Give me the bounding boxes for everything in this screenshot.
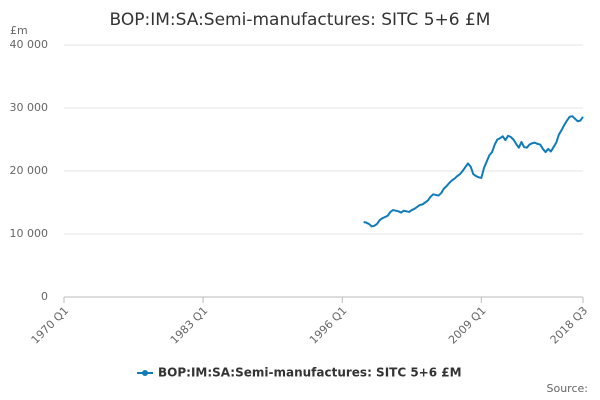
y-tick-label: 20 000 bbox=[10, 164, 49, 177]
chart-title: BOP:IM:SA:Semi-manufactures: SITC 5+6 £M bbox=[110, 10, 491, 30]
x-tick-label: 2009 Q1 bbox=[446, 304, 489, 347]
x-tick-label: 1996 Q1 bbox=[307, 304, 350, 347]
data-line bbox=[363, 115, 584, 228]
y-tick-label: 30 000 bbox=[10, 101, 49, 114]
x-tick-label: 1970 Q1 bbox=[29, 304, 72, 347]
y-tick-label: 40 000 bbox=[10, 38, 49, 51]
y-tick-label: 10 000 bbox=[10, 227, 49, 240]
legend-label: BOP:IM:SA:Semi-manufactures: SITC 5+6 £M bbox=[158, 366, 462, 380]
source: Source: bbox=[547, 382, 589, 395]
legend-marker bbox=[142, 370, 148, 376]
x-tick-label: 1983 Q1 bbox=[168, 304, 211, 347]
y-axis-unit: £m bbox=[10, 24, 28, 37]
y-tick-label: 0 bbox=[41, 290, 48, 303]
x-tick-label: 2018 Q3 bbox=[548, 304, 591, 347]
